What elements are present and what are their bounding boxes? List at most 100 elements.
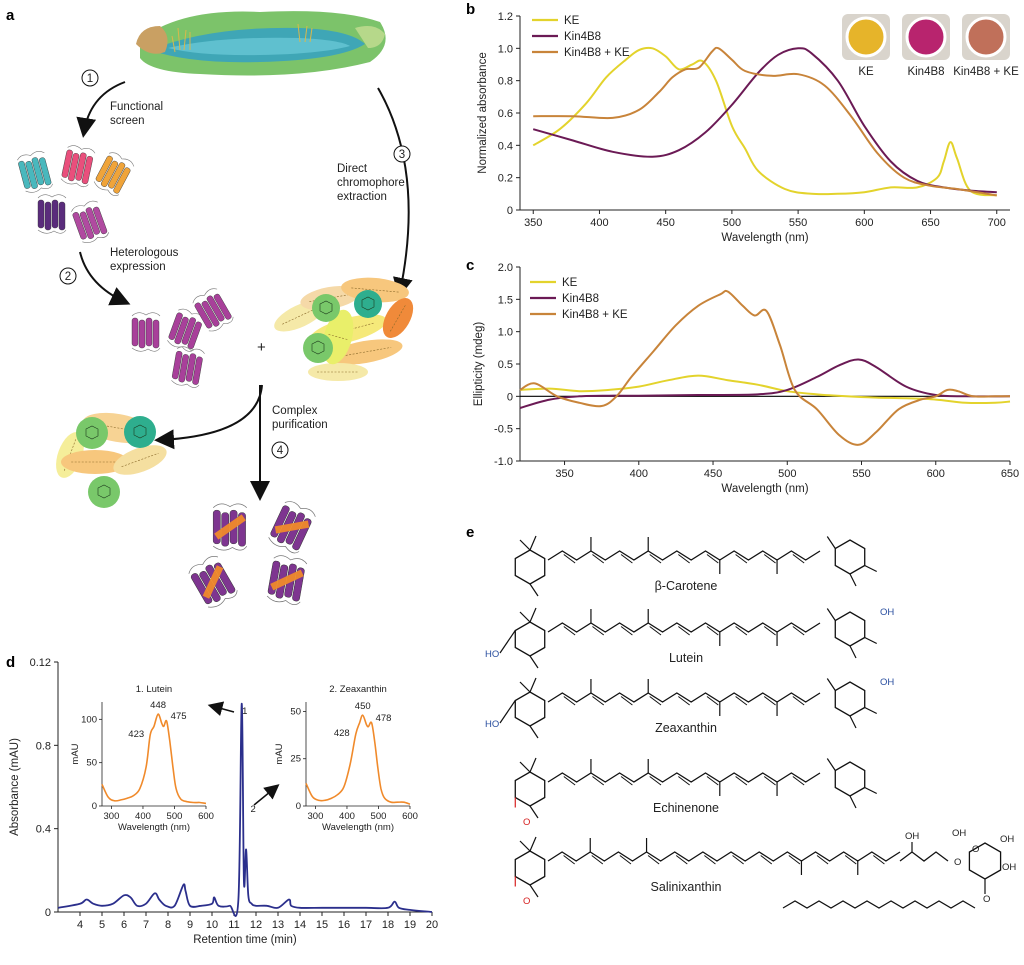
double-bond <box>619 855 632 865</box>
helix <box>152 319 160 349</box>
sugar-label: OH <box>1002 862 1016 873</box>
double-bond <box>706 776 719 786</box>
inset-title: 2. Zeaxanthin <box>329 684 387 695</box>
double-bond <box>563 696 576 706</box>
helix <box>187 321 202 349</box>
helix <box>185 353 197 382</box>
inset-x-tick-label: 500 <box>371 811 387 822</box>
x-tick-label: 550 <box>852 468 870 480</box>
double-bond <box>844 855 857 865</box>
x-tick-label: 600 <box>855 217 873 229</box>
double-bond <box>760 855 773 865</box>
helix <box>92 206 108 235</box>
molecule-name: Lutein <box>669 651 703 665</box>
methyl <box>529 725 539 739</box>
carotenoid-chain <box>63 439 77 471</box>
inset-x-tick-label: 600 <box>198 811 214 822</box>
double-bond <box>649 626 662 636</box>
helix <box>31 157 45 186</box>
protein-bundle <box>188 556 238 608</box>
step-2: 2 Heterologous expression <box>59 247 179 285</box>
double-bond <box>563 855 575 865</box>
legend-entry: Kin4B8 <box>564 31 601 43</box>
x-tick-label: 500 <box>778 468 796 480</box>
panel-letter-c: c <box>466 257 474 274</box>
y-axis-label: Ellipticity (mdeg) <box>473 322 485 407</box>
y-tick-label: 0.8 <box>36 740 51 752</box>
double-bond <box>563 626 576 636</box>
hydroxyl-right: OH <box>880 677 894 688</box>
helix <box>267 560 281 595</box>
step-4-label-1: Complex <box>272 405 318 417</box>
inset-x-tick-label: 300 <box>104 811 120 822</box>
helix <box>18 160 31 189</box>
molecule-name: Echinenone <box>653 801 719 815</box>
helix <box>194 302 213 329</box>
helix <box>174 316 189 345</box>
inset-lutein: 1. Lutein 300 400 500 600 0 50 100 Wavelength (n… <box>70 684 214 833</box>
chart-c: 350 400 450 500 550 600 650 -1.0 -0.5 0 0.5 1.0 1.5 2… <box>473 262 1019 495</box>
molecule-lutein: HO OH Lutein <box>485 607 894 669</box>
protein-bundle <box>171 346 205 388</box>
x-tick-label: 12 <box>250 919 262 931</box>
helix <box>213 293 232 320</box>
step-2-label-1: Heterologous <box>110 247 179 259</box>
x-tick-label: 10 <box>206 919 218 931</box>
lake-illustration <box>136 11 386 76</box>
double-bond <box>735 776 748 786</box>
double-bond <box>763 776 776 786</box>
polyene-chain <box>547 851 901 862</box>
molecule-zeaxanthin: HO OH Zeaxanthin <box>485 677 894 739</box>
chromophore-illustrations <box>56 277 414 508</box>
x-tick-label: 400 <box>590 217 608 229</box>
protein-bundle <box>71 200 109 243</box>
x-tick-label: 600 <box>927 468 945 480</box>
helix <box>39 157 52 186</box>
helix <box>168 312 183 340</box>
panel-b: b 350 400 450 500 550 600 650 700 0 0.2 0.4 0.6 0.8 1… <box>466 1 1019 244</box>
double-bond <box>792 554 805 564</box>
cuvette-kin4b8: Kin4B8 <box>902 14 950 78</box>
protein-bundle <box>266 555 308 605</box>
series-line-ke <box>532 46 997 197</box>
loop <box>71 200 109 243</box>
helix <box>44 201 52 231</box>
cuvette-combo-label: Kin4B8 + KE <box>953 66 1019 78</box>
inset-y-label: mAU <box>70 743 81 764</box>
x-tick-label: 20 <box>426 919 438 931</box>
helix <box>181 317 196 345</box>
y-tick-label: 0.8 <box>498 76 513 88</box>
chart-d: 4 5 6 7 8 9 10 11 12 13 14 15 16 17 18 19 2000.40.80.12R… <box>9 657 438 946</box>
hydroxyl-left: HO <box>485 649 499 660</box>
cuvette-combo: Kin4B8 + KE <box>953 14 1019 78</box>
y-tick-label: -1.0 <box>494 456 513 468</box>
methyl <box>849 795 857 809</box>
carotenoid-blob <box>61 450 129 474</box>
methyl <box>864 786 877 795</box>
x-tick-label: 400 <box>630 468 648 480</box>
protein-bundle <box>93 152 135 196</box>
double-bond <box>675 855 688 865</box>
inset-x-label: Wavelength (nm) <box>118 822 190 833</box>
double-bond <box>620 776 633 786</box>
molecule-name: β-Carotene <box>655 579 718 593</box>
helix <box>79 211 95 239</box>
panel-letter-a: a <box>6 7 15 24</box>
methyl <box>519 539 531 551</box>
polyene-chain <box>547 550 821 561</box>
cuvette-photos: KE Kin4B8 Kin4B8 + KE <box>842 14 1019 78</box>
x-tick-label: 450 <box>704 468 722 480</box>
helix <box>201 300 220 327</box>
helix <box>81 155 93 185</box>
hydroxyl-bond <box>499 630 516 654</box>
retinal-stripe <box>270 569 304 591</box>
methyl <box>529 884 539 898</box>
helix <box>95 155 113 182</box>
inset-peak-label: 450 <box>355 701 371 712</box>
helix <box>61 149 73 178</box>
x-tick-label: 5 <box>99 919 105 931</box>
step-3-label-3: extraction <box>337 191 387 203</box>
legend-entry: Kin4B8 + KE <box>564 47 630 59</box>
chart-b: 350 400 450 500 550 600 650 700 0 0.2 0.4 0.6 0.8 1.0… <box>477 11 1010 244</box>
inset-x-tick-label: 400 <box>339 811 355 822</box>
